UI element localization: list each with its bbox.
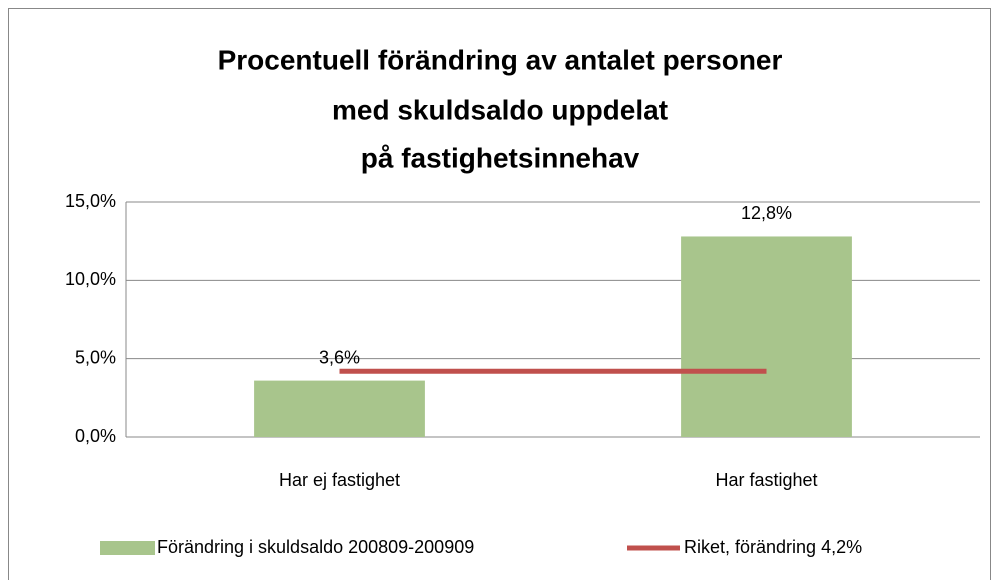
legend-label: Förändring i skuldsaldo 200809-200909 bbox=[157, 537, 474, 557]
legend-swatch bbox=[100, 541, 155, 555]
bar bbox=[681, 236, 852, 437]
chart-title: Procentuell förändring av antalet person… bbox=[218, 44, 783, 75]
data-label: 12,8% bbox=[741, 203, 792, 223]
data-label: 3,6% bbox=[319, 347, 360, 367]
legend-label: Riket, förändring 4,2% bbox=[684, 537, 862, 557]
chart-title: med skuldsaldo uppdelat bbox=[332, 94, 668, 125]
y-tick-label: 0,0% bbox=[75, 426, 116, 446]
x-tick-label: Har ej fastighet bbox=[279, 470, 400, 490]
y-tick-label: 15,0% bbox=[65, 191, 116, 211]
y-tick-label: 5,0% bbox=[75, 347, 116, 367]
chart-title: på fastighetsinnehav bbox=[361, 142, 640, 173]
x-tick-label: Har fastighet bbox=[715, 470, 817, 490]
bar bbox=[254, 380, 425, 437]
y-tick-label: 10,0% bbox=[65, 269, 116, 289]
